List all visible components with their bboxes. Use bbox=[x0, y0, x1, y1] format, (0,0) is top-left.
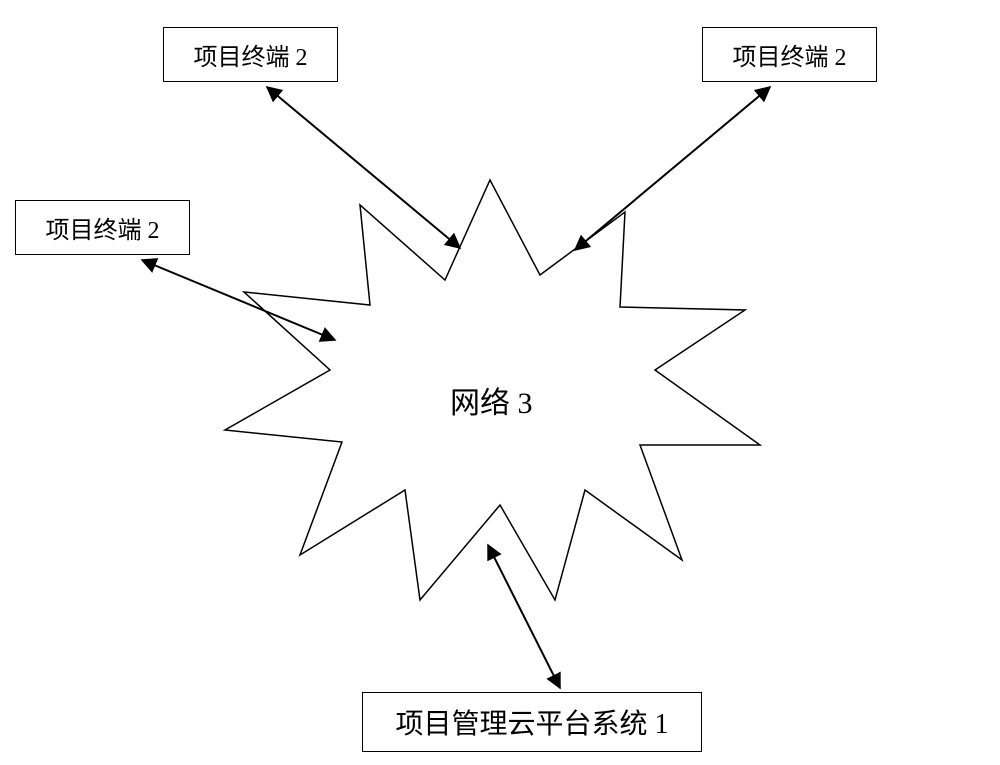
terminal-label: 项目终端 2 bbox=[194, 37, 308, 72]
platform-label: 项目管理云平台系统 1 bbox=[395, 702, 668, 742]
terminal-box-top-left: 项目终端 2 bbox=[163, 27, 338, 82]
arrow-from-terminal-left bbox=[142, 260, 335, 340]
terminal-box-top-right: 项目终端 2 bbox=[702, 27, 877, 82]
network-label: 网络 3 bbox=[450, 378, 533, 422]
terminal-label: 项目终端 2 bbox=[46, 210, 160, 245]
terminal-label: 项目终端 2 bbox=[733, 37, 847, 72]
terminal-box-left: 项目终端 2 bbox=[15, 200, 190, 255]
arrow-from-terminal-top-right bbox=[575, 87, 770, 250]
arrow-from-terminal-top-left bbox=[267, 87, 460, 248]
platform-box: 项目管理云平台系统 1 bbox=[362, 692, 702, 752]
arrow-from-platform bbox=[488, 545, 560, 688]
diagram-canvas: 项目终端 2 项目终端 2 项目终端 2 项目管理云平台系统 1 网络 3 bbox=[0, 0, 1000, 765]
